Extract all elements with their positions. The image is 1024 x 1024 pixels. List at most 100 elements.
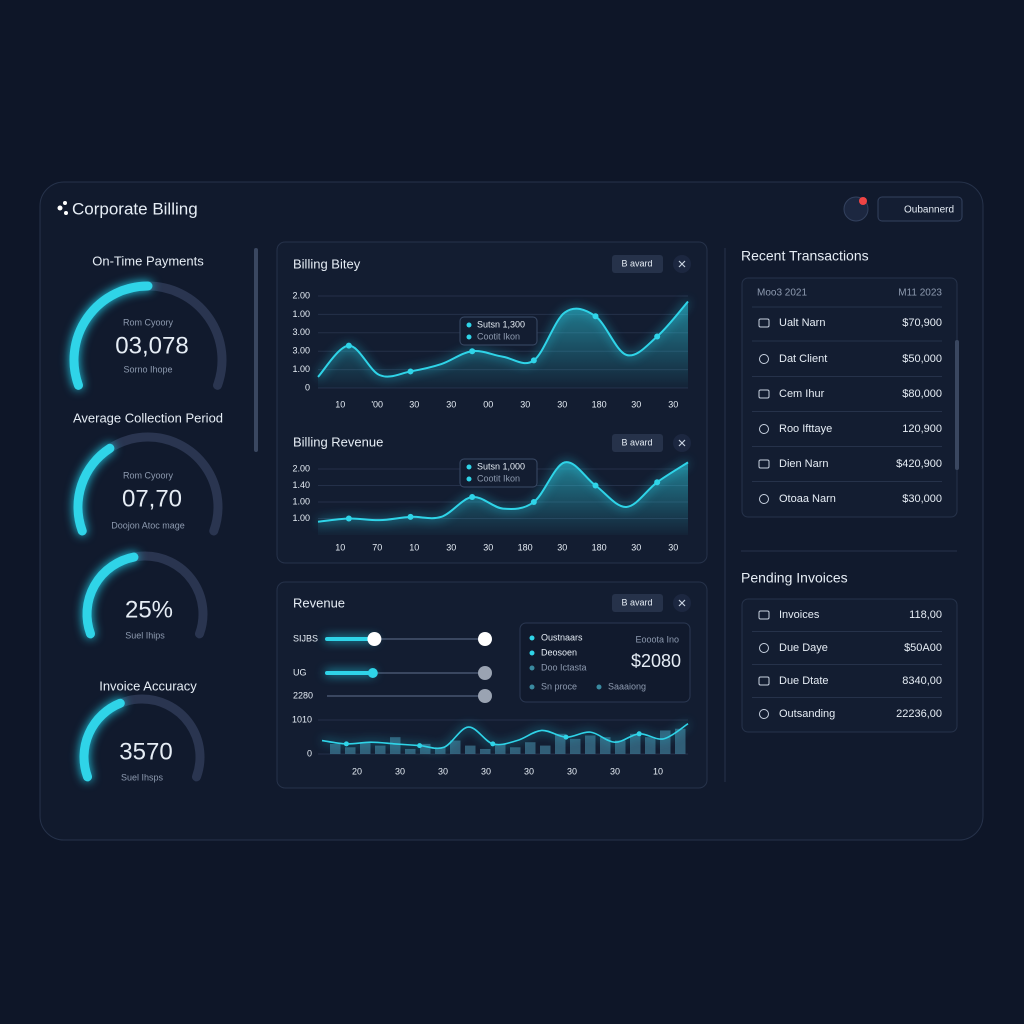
slider-end[interactable] [478, 689, 492, 703]
panel-button[interactable] [612, 594, 663, 612]
y-tick-label: 2.00 [292, 463, 310, 473]
line [317, 461, 689, 523]
row-icon [759, 354, 769, 364]
x-tick-label: 10 [653, 766, 663, 776]
row-icon [759, 424, 769, 434]
row-name: Roo Ifttaye [779, 423, 832, 435]
bar [525, 742, 536, 754]
chart-title: Billing Bitey [293, 256, 361, 271]
area [318, 301, 688, 388]
point [407, 368, 414, 375]
row-icon [759, 709, 769, 719]
section-title: Pending Invoices [741, 570, 848, 586]
x-tick-label: 30 [409, 399, 419, 409]
header-button[interactable] [877, 196, 963, 222]
x-tick-label: 30 [446, 399, 456, 409]
panel-button[interactable] [612, 434, 663, 452]
legend-label: Saaaiong [608, 681, 646, 691]
panel-button[interactable] [612, 255, 663, 273]
point [636, 731, 642, 737]
point [417, 743, 423, 749]
bar [645, 737, 656, 754]
bar [360, 742, 371, 754]
legend-label: Doo Ictasta [541, 662, 587, 672]
x-tick-label: 30 [524, 766, 534, 776]
row-name: Ualt Narn [779, 317, 825, 329]
x-tick-label: 30 [557, 399, 567, 409]
x-tick-label: 30 [438, 766, 448, 776]
x-tick-label: 30 [483, 542, 493, 552]
row-icon [758, 610, 770, 620]
close-icon [678, 260, 686, 268]
app-title: Corporate Billing [72, 199, 198, 218]
row-icon [758, 459, 770, 469]
point [469, 494, 476, 501]
point [407, 513, 414, 520]
scrollbar[interactable] [955, 340, 959, 470]
tooltip-dot [466, 334, 472, 340]
x-tick-label: 10 [409, 542, 419, 552]
gauge-title: Invoice Accuracy [99, 678, 197, 693]
slider-end[interactable] [478, 632, 492, 646]
tooltip-text: Sutsn 1,000 [477, 461, 525, 471]
x-tick-label: 30 [481, 766, 491, 776]
point [563, 734, 569, 740]
row-icon [759, 643, 769, 653]
row-icon [759, 494, 769, 504]
bar [600, 737, 611, 754]
tooltip-text: Cootit Ikon [477, 473, 520, 483]
point [592, 313, 599, 320]
point [530, 357, 537, 364]
slider-handle[interactable] [367, 668, 378, 678]
y-tick-label: 3.00 [292, 327, 310, 337]
x-tick-label: 30 [446, 542, 456, 552]
legend-label: Oustnaars [541, 632, 583, 642]
gauge-subtitle: Rom Cyoory [123, 470, 174, 480]
bar [435, 747, 446, 754]
row-name: Cem Ihur [779, 388, 825, 400]
legend-note: Eooota Ino [635, 634, 679, 644]
bar [375, 745, 386, 754]
x-tick-label: 20 [352, 766, 362, 776]
gauge-title: On-Time Payments [92, 253, 204, 268]
point [343, 741, 349, 747]
slider-end[interactable] [478, 666, 492, 680]
bar [330, 743, 341, 754]
gauge-fill [82, 552, 139, 639]
x-tick-label: 30 [668, 542, 678, 552]
bar [480, 748, 491, 754]
legend-dot [529, 665, 535, 671]
y-tick-label: 0 [307, 748, 312, 758]
gauge-subtitle: Rom Cyoory [123, 317, 174, 327]
x-tick-label: 180 [518, 542, 533, 552]
point [654, 479, 661, 486]
row-amount: $30,000 [902, 493, 942, 505]
x-tick-label: 30 [610, 766, 620, 776]
slider-label: 2280 [293, 690, 313, 700]
section-title: Recent Transactions [741, 248, 869, 264]
legend-label: Sn proce [541, 681, 577, 691]
y-tick-label: 2.00 [292, 290, 310, 300]
slider-handle[interactable] [367, 632, 382, 646]
bar [585, 735, 596, 754]
y-tick-label: 0 [305, 382, 310, 392]
close-icon [678, 439, 686, 447]
scrollbar[interactable] [254, 248, 258, 452]
bar [555, 733, 566, 754]
row-name: Invoices [779, 609, 820, 621]
bar [615, 740, 626, 754]
row-name: Otoaa Narn [779, 493, 836, 505]
row-name: Dat Client [779, 353, 827, 365]
row-amount: 120,900 [902, 423, 942, 435]
row-amount: $50A00 [904, 642, 942, 654]
x-tick-label: 30 [631, 399, 641, 409]
row-amount: 118,00 [909, 609, 942, 621]
row-name: Due Daye [779, 642, 828, 654]
row-icon [758, 676, 770, 686]
point [654, 333, 661, 340]
gauge-caption: Doojon Atoc mage [111, 520, 185, 530]
bar [420, 743, 431, 754]
point [490, 741, 496, 747]
x-tick-label: 30 [395, 766, 405, 776]
tooltip-text: Cootit Ikon [477, 331, 520, 341]
